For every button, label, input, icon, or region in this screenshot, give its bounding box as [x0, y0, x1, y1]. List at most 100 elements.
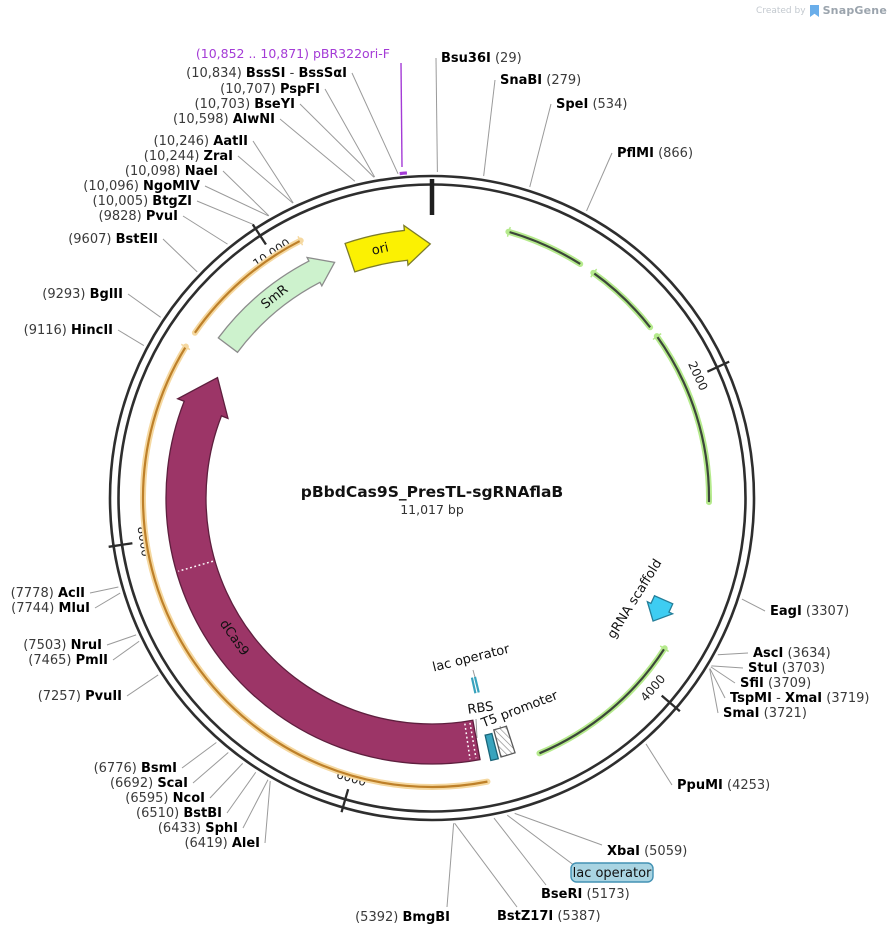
leader-line — [709, 668, 719, 714]
enzyme-label[interactable]: (6510) BstBI — [136, 806, 222, 821]
thin-arc — [508, 230, 581, 265]
feature-gRNA-scaffold[interactable] — [646, 594, 675, 622]
enzyme-label[interactable]: (9116) HincII — [24, 323, 113, 338]
enzyme-label[interactable]: (10,244) ZraI — [144, 149, 233, 164]
enzyme-label[interactable]: StuI (3703) — [748, 661, 825, 676]
enzyme-label[interactable]: XbaI (5059) — [607, 844, 687, 859]
thin-arc-glow — [590, 269, 654, 331]
leader-line — [475, 718, 478, 739]
enzyme-label[interactable]: SpeI (534) — [556, 97, 627, 112]
primer-tick — [399, 171, 408, 176]
leader-line — [446, 823, 455, 908]
leader-line — [162, 238, 198, 273]
ring-tick — [660, 694, 681, 713]
feature-label-ori[interactable]: ori — [370, 240, 390, 258]
snapgene-watermark: Created by SnapGene — [756, 4, 887, 17]
feature-dCas9[interactable] — [165, 376, 481, 765]
enzyme-label[interactable]: (10,246) AatII — [154, 134, 249, 149]
enzyme-label[interactable]: AscI (3634) — [753, 646, 831, 661]
enzyme-label[interactable]: SnaBI (279) — [500, 73, 581, 88]
leader-line — [645, 743, 673, 786]
thin-arc-arrowhead — [652, 333, 662, 341]
lac-operator-callout[interactable] — [570, 862, 654, 883]
enzyme-label[interactable]: BstZ17I (5387) — [497, 909, 601, 924]
enzyme-label[interactable]: SfiI (3709) — [740, 676, 811, 691]
enzyme-label[interactable]: (10,598) AlwNI — [173, 112, 275, 127]
leader-line — [279, 118, 356, 182]
plasmid-ring-outer — [108, 174, 756, 822]
enzyme-label[interactable]: SmaI (3721) — [723, 706, 807, 721]
watermark-brand: SnapGene — [822, 4, 887, 17]
leader-line — [226, 771, 257, 814]
enzyme-label[interactable]: (6433) SphI — [158, 821, 238, 836]
leader-line — [127, 293, 161, 318]
enzyme-label[interactable]: (10,707) PspFI — [220, 82, 320, 97]
leader-line — [483, 79, 496, 177]
enzyme-label[interactable]: (7744) MluI — [11, 601, 90, 616]
enzyme-label[interactable]: (5392) BmgBI — [355, 910, 450, 925]
ring-tick — [340, 788, 350, 813]
enzyme-label[interactable]: (6776) BsmI — [94, 761, 177, 776]
leader-line — [709, 668, 726, 699]
feature-label-rbs[interactable]: RBS — [467, 699, 495, 717]
enzyme-label[interactable]: (10,703) BseYI — [195, 97, 295, 112]
primer-leader — [400, 62, 403, 168]
enzyme-label[interactable]: (10,834) BssSI - BssSαI — [186, 66, 347, 81]
thin-arc-glow — [653, 333, 712, 506]
plasmid-title: pBbdCas9S_PresTL-sgRNAflaB — [301, 483, 563, 501]
thin-arc-arrowhead — [506, 226, 511, 237]
leader-line — [94, 592, 121, 609]
enzyme-label[interactable]: (9293) BglII — [42, 287, 123, 302]
enzyme-label[interactable]: (10,098) NaeI — [125, 164, 218, 179]
enzyme-label[interactable]: (6419) AleI — [184, 836, 260, 851]
enzyme-label[interactable]: Bsu36I (29) — [441, 51, 522, 66]
ring-tick — [108, 542, 133, 548]
feature-segment-boundary — [469, 722, 477, 759]
enzyme-label[interactable]: (10,005) BtgZI — [93, 194, 192, 209]
leader-line — [711, 665, 744, 669]
enzyme-label[interactable]: (10,096) NgoMIV — [83, 179, 200, 194]
thin-arc-arrowhead — [590, 268, 598, 278]
leader-line — [514, 812, 603, 846]
feature-SmR[interactable] — [217, 256, 336, 354]
feature-T5-promoter[interactable] — [492, 725, 516, 758]
leader-line — [454, 822, 518, 908]
enzyme-label[interactable]: EagI (3307) — [770, 604, 849, 619]
enzyme-label[interactable]: (7503) NruI — [23, 638, 102, 653]
thin-arc-arrowhead — [659, 645, 670, 653]
enzyme-label[interactable]: PpuMI (4253) — [677, 778, 770, 793]
enzyme-label[interactable]: (7778) AclI — [11, 586, 85, 601]
enzyme-label[interactable]: (7465) PmlI — [28, 653, 108, 668]
thin-arc-glow — [505, 228, 584, 267]
leader-line — [529, 103, 552, 188]
leader-line — [299, 103, 375, 178]
primer-label-pbr322ori-f[interactable]: (10,852 .. 10,871) pBR322ori-F — [196, 46, 390, 61]
enzyme-label[interactable]: PflMI (866) — [617, 146, 693, 161]
leader-line — [181, 742, 217, 769]
leader-line — [435, 57, 438, 173]
enzyme-label[interactable]: (7257) PvuII — [38, 689, 122, 704]
leader-line — [192, 752, 229, 784]
enzyme-label[interactable]: (6692) ScaI — [110, 776, 188, 791]
plasmid-length: 11,017 bp — [400, 502, 464, 517]
leader-line — [493, 817, 547, 886]
enzyme-label[interactable]: (9828) PvuI — [99, 209, 178, 224]
ring-tick — [251, 223, 267, 246]
feature-label-lac-operator[interactable]: lac operator — [431, 642, 512, 676]
watermark-created-by: Created by — [756, 5, 806, 16]
feature-lac-operator-site[interactable] — [484, 732, 500, 762]
leader-line — [209, 763, 244, 799]
feature-ori[interactable] — [344, 224, 432, 273]
enzyme-label[interactable]: TspMI - XmaI (3719) — [730, 691, 870, 706]
leader-line — [222, 170, 270, 217]
lac-operator-callout-label[interactable]: lac operator — [573, 866, 652, 881]
thin-arc — [193, 239, 302, 334]
leader-line — [586, 152, 613, 212]
enzyme-label[interactable]: (6595) NcoI — [125, 791, 205, 806]
lac-operator-mark — [470, 677, 477, 694]
leader-line — [252, 140, 294, 204]
enzyme-label[interactable]: BseRI (5173) — [541, 887, 630, 902]
enzyme-label[interactable]: (9607) BstEII — [68, 232, 158, 247]
